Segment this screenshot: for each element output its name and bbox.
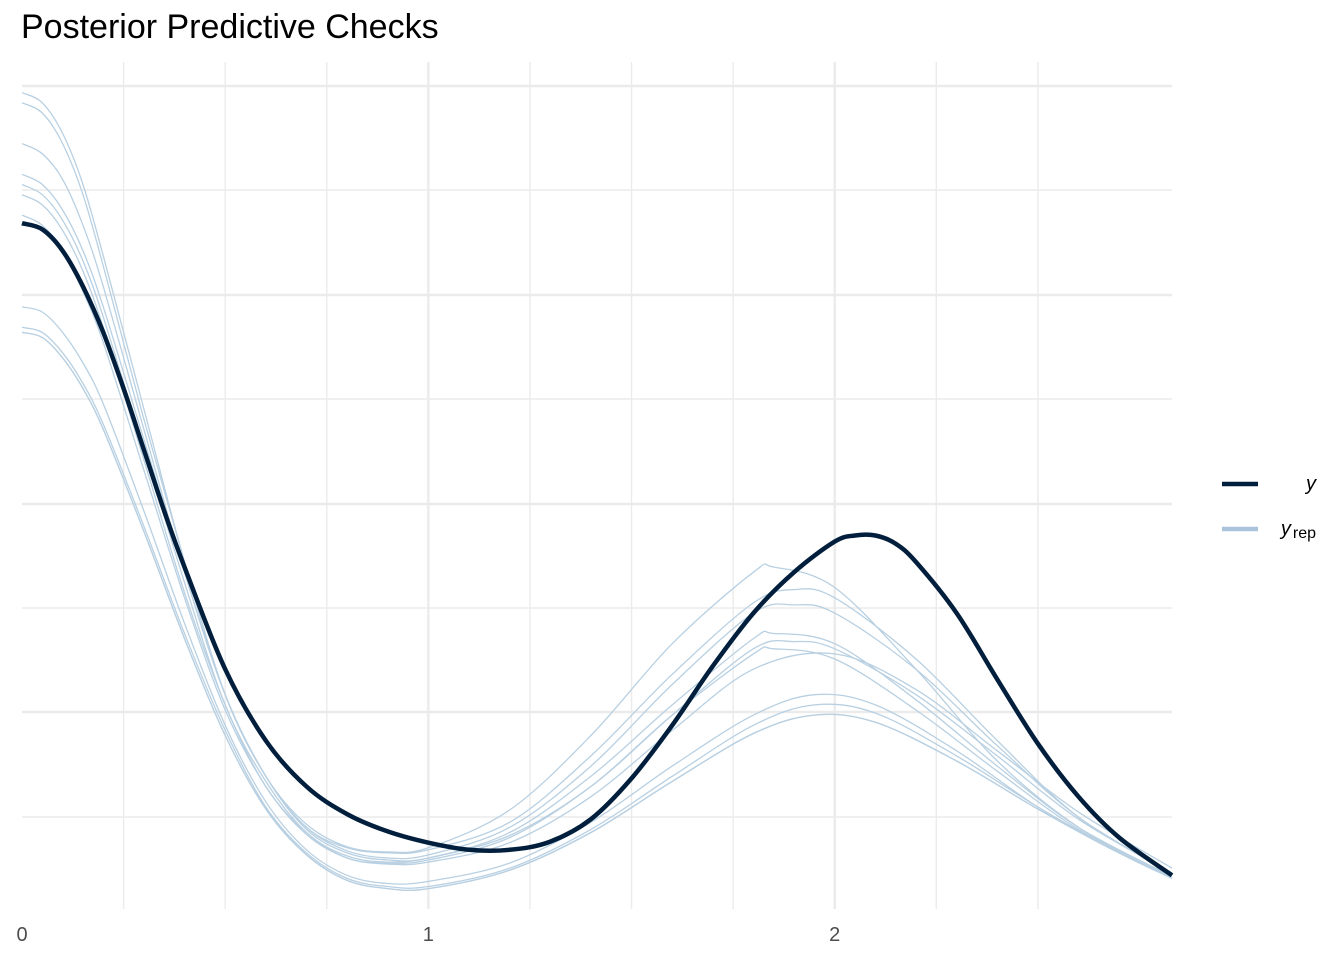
series-yrep-line [21, 331, 1173, 891]
legend-subscript: rep [1293, 525, 1316, 542]
series-yrep-line [21, 92, 1173, 879]
legend-label-y: y [1304, 473, 1317, 495]
series-yrep-line [21, 331, 1173, 891]
chart-title: Posterior Predictive Checks [21, 8, 439, 46]
series-yrep-line [21, 143, 1173, 874]
legend-label-yrep: y rep [1279, 518, 1316, 542]
x-tick-label: 2 [829, 924, 840, 946]
x-tick-label: 1 [423, 924, 434, 946]
series-yrep-line [21, 326, 1173, 889]
series-yrep-line [21, 102, 1173, 874]
series-yrep-line [21, 214, 1173, 869]
series-yrep-line [21, 183, 1173, 874]
series-yrep-line [21, 194, 1173, 879]
series-yrep-line [21, 306, 1173, 885]
legend: y y rep [1222, 473, 1317, 542]
grid [22, 62, 1172, 909]
x-tick-label: 0 [16, 924, 27, 946]
series-y-line [21, 221, 1174, 878]
series-yrep-line [21, 173, 1173, 877]
